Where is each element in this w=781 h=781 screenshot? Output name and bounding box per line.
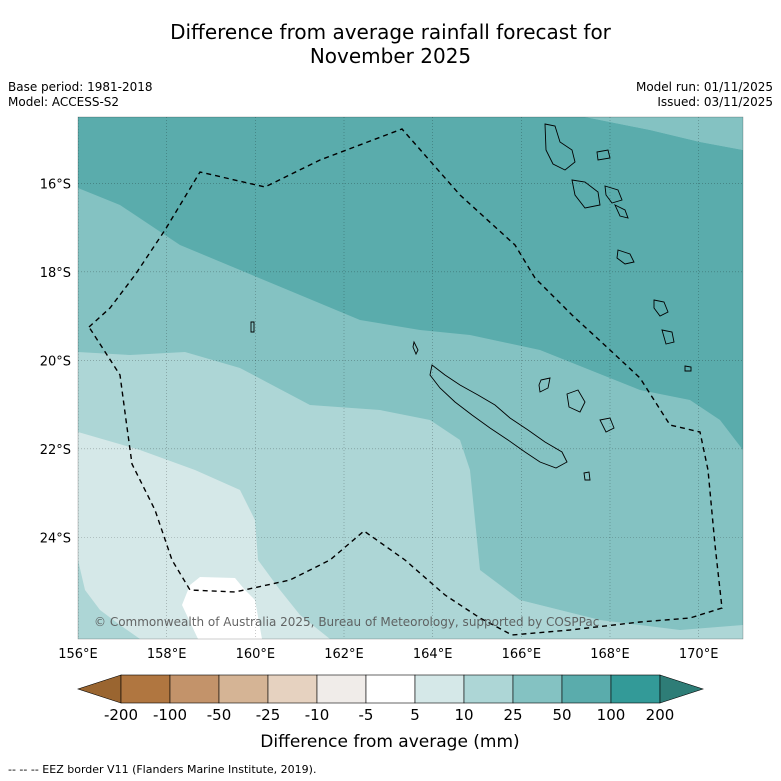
title-line-2: November 2025: [309, 44, 472, 68]
model-name: Model: ACCESS-S2: [8, 95, 120, 109]
issued-date: Issued: 03/11/2025: [657, 95, 773, 109]
colorbar-tick-label: 100: [597, 706, 626, 724]
meta-right: Model run: 01/11/2025 Issued: 03/11/2025: [636, 80, 773, 110]
y-tick-label: 18°S: [40, 266, 71, 281]
colorbar-segment: [610, 674, 661, 704]
island-7: [596, 149, 611, 161]
field-5-10: [78, 432, 330, 639]
island-13: [661, 329, 675, 345]
coastlines: [250, 123, 692, 481]
x-tick-label: 166°E: [502, 647, 542, 662]
island-15: [250, 321, 255, 333]
y-tick-labels: 16°S 18°S 20°S 22°S 24°S: [40, 177, 71, 546]
island-8: [571, 179, 601, 209]
island-4: [599, 417, 615, 433]
colorbar-extend-high: [659, 674, 704, 704]
island-2: [538, 377, 551, 393]
field-minus5-5: [182, 577, 262, 639]
island-9: [604, 185, 623, 204]
contour-fields: [78, 117, 743, 639]
new-caledonia-coast: [429, 364, 568, 469]
colorbar-tick-label: -100: [153, 706, 187, 724]
x-tick-label: 160°E: [236, 647, 276, 662]
colorbar-tick-label: 200: [646, 706, 675, 724]
gridlines: [78, 117, 743, 639]
model-run: Model run: 01/11/2025: [635, 80, 773, 94]
colorbar-segment: [120, 674, 171, 704]
colorbar-tick-labels: -200 -100 -50 -25 -10 -5 5 10 25 50 100 200: [104, 706, 674, 724]
colorbar-tick-label: -10: [305, 706, 330, 724]
x-tick-label: 158°E: [147, 647, 187, 662]
colorbar-segment: [218, 674, 269, 704]
field-10-25-inner: [78, 560, 140, 639]
copyright-note: © Commonwealth of Australia 2025, Bureau…: [94, 615, 599, 629]
colorbar-segment: [316, 674, 367, 704]
chart-title: Difference from average rainfall forecas…: [0, 20, 781, 68]
field-25-50-corner: [585, 117, 743, 150]
y-tick-label: 24°S: [40, 531, 71, 546]
island-6: [544, 123, 576, 171]
colorbar-tick-label: 50: [552, 706, 571, 724]
colorbar-tick-label: -5: [359, 706, 374, 724]
colorbar-segment: [267, 674, 318, 704]
island-3: [566, 389, 586, 413]
base-period: Base period: 1981-2018: [8, 80, 153, 94]
x-tick-label: 170°E: [679, 647, 719, 662]
colorbar-segment: [512, 674, 563, 704]
colorbar-tick-label: -25: [256, 706, 281, 724]
island-10: [614, 204, 629, 219]
colorbar: [77, 674, 704, 704]
map-frame: [77, 116, 744, 640]
colorbar-segment: [463, 674, 514, 704]
colorbar-tick-label: 10: [454, 706, 473, 724]
island-12: [653, 299, 669, 317]
field-50-100: [78, 117, 743, 450]
footer-note: -- -- -- EEZ border V11 (Flanders Marine…: [8, 763, 317, 776]
colorbar-tick-label: -200: [104, 706, 138, 724]
colorbar-segment: [169, 674, 220, 704]
colorbar-tick-label: 5: [410, 706, 420, 724]
meta-left: Base period: 1981-2018 Model: ACCESS-S2: [8, 80, 153, 110]
colorbar-tick-label: -50: [207, 706, 232, 724]
colorbar-segment: [561, 674, 612, 704]
colorbar-segment: [414, 674, 465, 704]
x-tick-label: 168°E: [590, 647, 630, 662]
y-tick-label: 16°S: [40, 177, 71, 192]
colorbar-extend-low: [77, 674, 122, 704]
island-11: [616, 249, 635, 265]
colorbar-label: Difference from average (mm): [260, 732, 519, 752]
eez-border: [88, 128, 723, 636]
y-tick-label: 20°S: [40, 354, 71, 369]
x-tick-label: 162°E: [324, 647, 364, 662]
x-tick-labels: 156°E 158°E 160°E 162°E 164°E 166°E 168°E 170°E: [58, 647, 718, 662]
x-tick-label: 164°E: [413, 647, 453, 662]
x-tick-label: 156°E: [58, 647, 98, 662]
title-line-1: Difference from average rainfall forecas…: [170, 20, 611, 44]
y-tick-label: 22°S: [40, 443, 71, 458]
colorbar-segment: [365, 674, 416, 704]
island-1: [412, 340, 419, 356]
island-5: [583, 471, 591, 481]
island-14: [684, 365, 692, 372]
colorbar-tick-label: 25: [503, 706, 522, 724]
